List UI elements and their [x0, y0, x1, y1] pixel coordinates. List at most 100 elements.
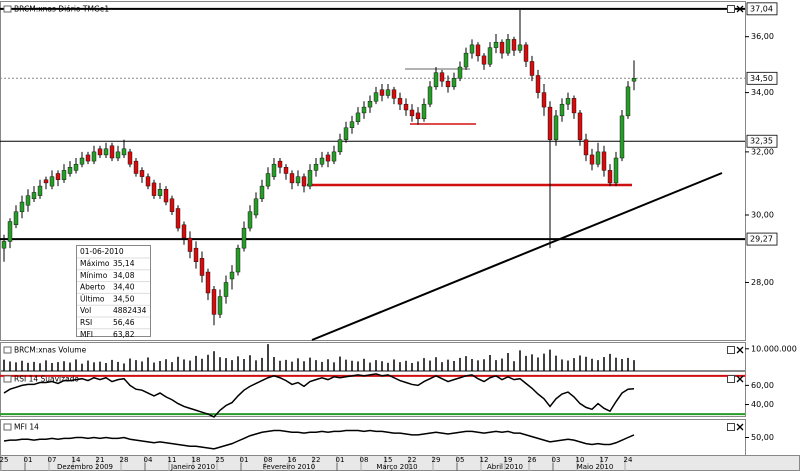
info-value: 34,50: [113, 294, 135, 303]
volume-bar: [447, 359, 449, 371]
volume-bar: [573, 358, 575, 371]
volume-bar: [633, 360, 635, 371]
info-date: 01-06-2010: [80, 247, 124, 256]
candle-body: [511, 39, 517, 51]
candle-body: [181, 224, 187, 239]
volume-bar: [507, 353, 509, 371]
candle-body: [367, 101, 373, 108]
volume-bar: [603, 357, 605, 371]
volume-bar: [69, 362, 71, 371]
info-label: Máximo: [80, 259, 110, 268]
candle-body: [607, 170, 613, 184]
x-tick-label: 15: [384, 456, 393, 464]
volume-bar: [489, 355, 491, 371]
volume-bar: [255, 360, 257, 371]
volume-bar: [615, 357, 617, 371]
volume-bar: [537, 357, 539, 371]
volume-bar: [585, 356, 587, 371]
rsi-panel: [0, 371, 746, 417]
volume-bar: [435, 357, 437, 371]
candle-body: [439, 72, 445, 82]
volume-bar: [171, 362, 173, 371]
candle-body: [409, 109, 415, 117]
month-label: Dezembro 2009: [57, 463, 113, 471]
candle-body: [577, 112, 583, 140]
y-tick-label: 30,00: [751, 210, 774, 219]
candle-body: [13, 211, 19, 226]
candle-body: [97, 148, 103, 156]
reference-label: 37,04: [750, 4, 773, 13]
candle-body: [229, 271, 235, 280]
reference-label: 29,27: [750, 235, 773, 244]
x-tick-label: 19: [504, 456, 513, 464]
volume-bar: [351, 360, 353, 371]
volume-bar: [177, 356, 179, 371]
candle-body: [523, 44, 529, 62]
volume-bar: [321, 361, 323, 371]
volume-bar: [15, 362, 17, 371]
volume-bar: [345, 359, 347, 371]
volume-bar: [465, 356, 467, 371]
candle-body: [547, 106, 553, 140]
candle-body: [43, 179, 49, 184]
volume-bar: [33, 361, 35, 371]
volume-bar: [99, 361, 101, 371]
candle-body: [25, 195, 31, 206]
x-tick-label: 25: [0, 456, 8, 464]
volume-bar: [237, 356, 239, 371]
candle-body: [31, 192, 37, 200]
volume-bar: [309, 357, 311, 371]
volume-bar: [165, 359, 167, 371]
panel-close: [736, 423, 744, 431]
panel-icon: [3, 423, 12, 431]
candle-body: [541, 92, 547, 108]
candle-body: [151, 182, 157, 196]
x-tick-label: 16: [288, 456, 297, 464]
candle-body: [193, 247, 199, 262]
volume-bar: [561, 359, 563, 371]
volume-bar: [591, 358, 593, 371]
month-label: Maio 2010: [577, 463, 614, 471]
volume-bar: [153, 362, 155, 371]
volume-bar: [249, 355, 251, 371]
volume-bar: [459, 357, 461, 371]
candle-body: [205, 271, 211, 294]
volume-bar: [57, 362, 59, 371]
y-tick-label: 34,00: [751, 88, 774, 97]
indicator-line: [3, 373, 635, 418]
candle-body: [103, 148, 109, 156]
candle-body: [385, 89, 391, 96]
volume-bar: [525, 355, 527, 371]
volume-bar: [315, 360, 317, 371]
month-label: Fevereiro 2010: [263, 463, 315, 471]
x-tick-label: 11: [168, 456, 177, 464]
candle-body: [325, 154, 331, 162]
volume-bar: [567, 360, 569, 371]
panel-icon: [3, 375, 12, 383]
volume-bar: [111, 359, 113, 371]
volume-bar: [81, 363, 83, 371]
volume-bar: [9, 361, 11, 371]
volume-bar: [279, 360, 281, 371]
candle-body: [457, 66, 463, 79]
x-tick-label: 08: [360, 456, 369, 464]
volume-bar: [267, 344, 269, 371]
candle-body: [109, 145, 115, 159]
candle-body: [415, 112, 421, 120]
volume-bar: [483, 359, 485, 371]
info-value: 34,08: [113, 271, 135, 280]
candle-body: [175, 208, 181, 229]
volume-bar: [333, 362, 335, 371]
panel-title: MFI 14: [14, 423, 39, 432]
candle-body: [19, 201, 25, 212]
volume-bar: [213, 351, 215, 371]
candle-body: [529, 61, 535, 76]
candle-body: [493, 41, 499, 48]
volume-bar: [339, 356, 341, 371]
volume-bar: [369, 362, 371, 371]
info-value: 34,40: [113, 283, 135, 292]
main-panel: [0, 1, 746, 341]
volume-bar: [543, 353, 545, 371]
